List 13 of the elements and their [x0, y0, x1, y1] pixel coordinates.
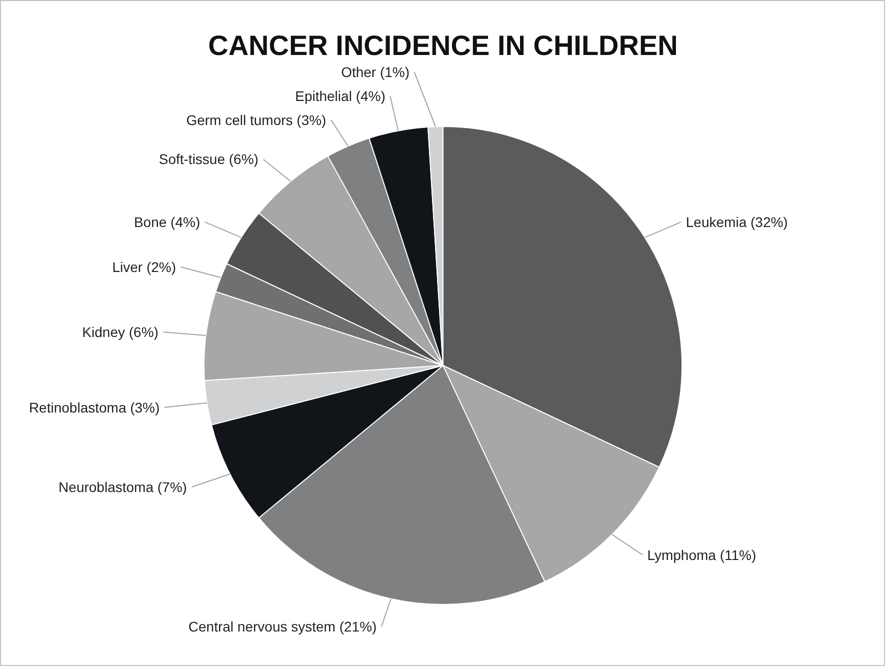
slice-label: Neuroblastoma (7%): [58, 479, 187, 496]
slice-label: Kidney (6%): [82, 324, 158, 340]
slice-label: Germ cell tumors (3%): [186, 112, 326, 128]
slice-label: Bone (4%): [134, 214, 200, 230]
slice-label: Leukemia (32%): [686, 214, 788, 230]
chart-title: CANCER INCIDENCE IN CHILDREN: [208, 30, 678, 61]
slice-label: Soft-tissue (6%): [158, 151, 258, 168]
slice-label: Lymphoma (11%): [647, 546, 756, 563]
slice-label: Epithelial (4%): [295, 88, 386, 104]
slice-label: Other (1%): [341, 64, 410, 80]
slice-label: Retinoblastoma (3%): [28, 399, 160, 416]
slice-label: Central nervous system (21%): [188, 618, 377, 635]
slice-label: Liver (2%): [112, 258, 176, 275]
